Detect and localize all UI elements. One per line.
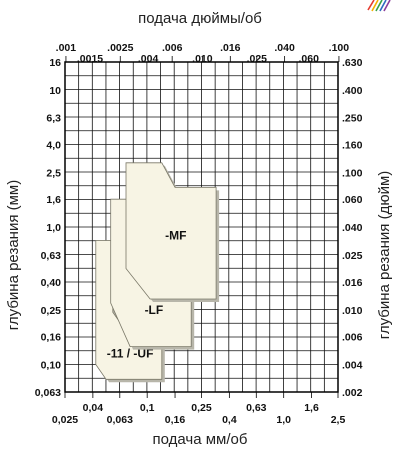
y-axis-label-left: глубина резания (мм): [5, 180, 22, 330]
zones: -11 / -UF -LF -MF: [95, 162, 220, 383]
y-right-tick-label: .040: [342, 222, 363, 234]
y-right-tick-label: .250: [342, 113, 363, 125]
y-tick-label: 0,63: [41, 250, 62, 262]
x-top-tick-label: .001: [56, 42, 77, 54]
y-tick-label: 10: [49, 85, 61, 97]
y-tick-label: 1,6: [46, 194, 61, 206]
ticks: 0,0250,040,0630,10,160,250,40,631,01,62,…: [35, 42, 363, 426]
x-axis-label: подача мм/об: [153, 431, 248, 448]
x-tick-label: 1,0: [276, 414, 291, 426]
y-right-tick-label: .400: [342, 85, 363, 97]
y-tick-label: 2,5: [46, 168, 61, 180]
x-top-tick-label: .010: [192, 53, 213, 65]
x-tick-label: 0,63: [246, 402, 267, 414]
y-right-tick-label: .006: [342, 332, 363, 344]
y-tick-label: 16: [49, 57, 61, 69]
x-tick-label: 0,25: [191, 402, 212, 414]
y-right-tick-label: .002: [342, 387, 363, 399]
x-top-tick-label: .040: [274, 42, 295, 54]
y-tick-label: 0,16: [41, 332, 62, 344]
x-tick-label: 0,04: [83, 402, 104, 414]
x-tick-label: 0,025: [52, 414, 78, 426]
x-top-tick-label: .025: [247, 53, 268, 65]
x-tick-label: 0,4: [222, 414, 237, 426]
zone-lf-label: -LF: [145, 303, 164, 317]
x-top-tick-label: .0015: [77, 53, 103, 65]
x-tick-label: 0,063: [107, 414, 133, 426]
y-tick-label: 0,40: [41, 277, 62, 289]
x-tick-label: 0,16: [165, 414, 186, 426]
y-right-tick-label: .160: [342, 140, 363, 152]
y-tick-label: 0,10: [41, 360, 62, 372]
x-top-tick-label: .100: [329, 42, 350, 54]
zone-mf-label: -MF: [165, 229, 186, 243]
y-tick-label: 0,063: [35, 387, 61, 399]
y-tick-label: 6,3: [46, 113, 61, 125]
x-top-tick-label: .004: [138, 53, 159, 65]
chart-title: подача дюймы/об: [138, 10, 262, 27]
y-axis-label-right: глубина резания (дюйм): [376, 171, 393, 340]
y-right-tick-label: .100: [342, 168, 363, 180]
y-tick-label: 1,0: [46, 222, 61, 234]
x-top-tick-label: .006: [162, 42, 183, 54]
zone-11-uf-label: -11 / -UF: [107, 347, 154, 361]
y-right-tick-label: .025: [342, 250, 363, 262]
y-right-tick-label: .060: [342, 194, 363, 206]
y-right-tick-label: .016: [342, 277, 363, 289]
x-tick-label: 1,6: [304, 402, 319, 414]
y-right-tick-label: .004: [342, 360, 363, 372]
color-logo: [367, 0, 391, 12]
x-tick-label: 2,5: [331, 414, 346, 426]
x-top-tick-label: .016: [220, 42, 241, 54]
x-tick-label: 0,1: [140, 402, 155, 414]
y-tick-label: 0,25: [41, 305, 62, 317]
y-tick-label: 4,0: [46, 140, 61, 152]
x-top-tick-label: .060: [298, 53, 319, 65]
y-right-tick-label: .630: [342, 57, 363, 69]
x-top-tick-label: .0025: [107, 42, 133, 54]
zone-mf: [125, 162, 217, 300]
y-right-tick-label: .010: [342, 305, 363, 317]
